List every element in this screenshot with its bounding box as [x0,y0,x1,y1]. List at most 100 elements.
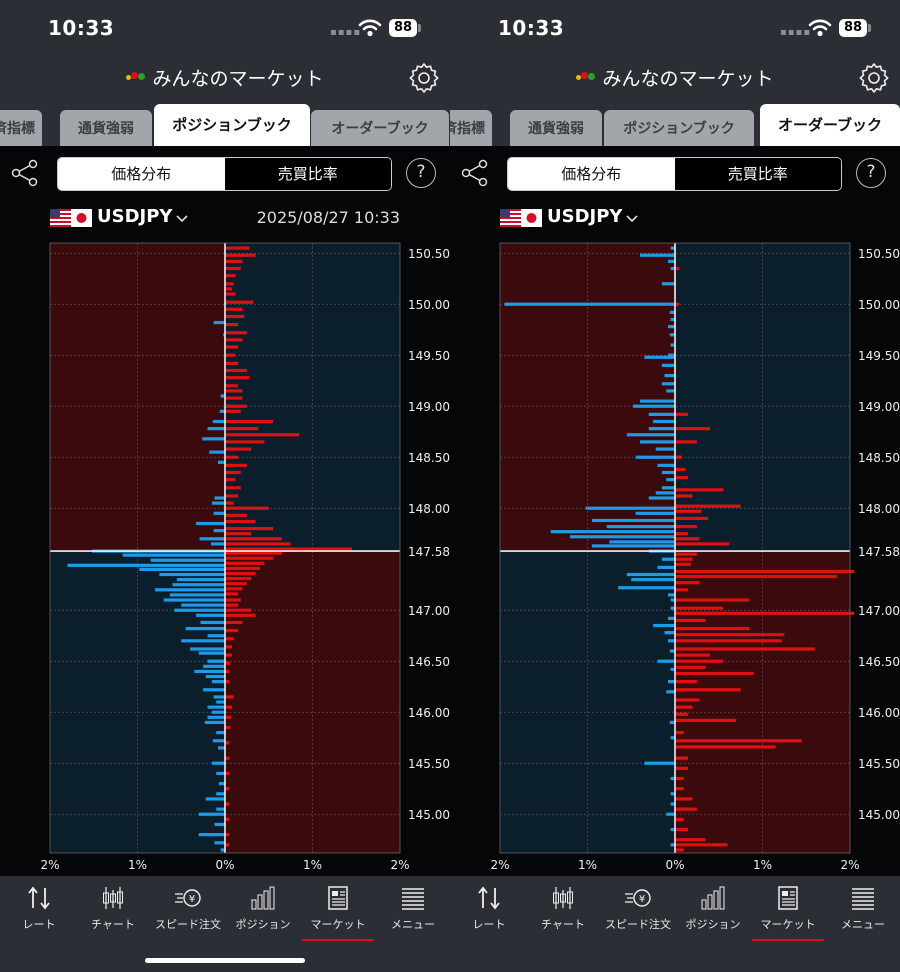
buy-bar [648,412,675,416]
nav-candlestick[interactable]: チャート [75,884,151,944]
segment-price-distribution[interactable]: 価格分布 [508,158,675,190]
battery-cap [418,24,421,32]
rate-arrows-icon [451,884,527,914]
x-tick-label: 0% [665,858,684,871]
view-segment-control: 価格分布 売買比率 [57,157,392,191]
settings-gear-icon[interactable] [407,61,441,95]
buy-bar [213,695,225,699]
sell-bar [225,756,230,760]
sell-bar [225,817,230,821]
sell-bar [675,611,855,615]
app-logo-icon [576,72,596,82]
y-tick-label: 149.00 [858,400,900,414]
y-tick-label: 146.00 [858,706,900,720]
buy-bar [653,623,675,628]
view-segment-control: 価格分布 売買比率 [507,157,842,191]
tab-0[interactable]: 済指標 [450,110,492,146]
segment-buy-sell-ratio[interactable]: 売買比率 [674,158,841,190]
x-tick-label: 1% [753,858,772,871]
sell-bar [675,797,693,801]
settings-gear-icon[interactable] [857,61,891,95]
buy-bar [661,282,675,286]
buy-bar [214,496,225,500]
sell-bar [225,486,241,490]
nav-label: チャート [91,918,135,931]
buy-bar [609,540,675,544]
nav-market-news[interactable]: マーケット [750,884,826,944]
sell-bar [225,629,239,633]
buy-bar [223,333,225,337]
sell-bar [225,463,247,467]
app-title-text: みんなのマーケット [152,68,324,90]
buy-bar [669,720,675,725]
buy-bar [211,542,225,546]
sell-bar [225,582,247,586]
sell-bar [675,838,706,842]
sell-bar [675,739,802,743]
usd-jpy-flag-icon[interactable] [500,209,542,227]
sell-bar [675,647,815,651]
sell-bar [225,603,239,607]
usd-jpy-flag-icon[interactable] [50,209,92,227]
share-icon[interactable] [10,158,40,188]
currency-pair[interactable]: USDJPY [97,206,173,227]
home-indicator[interactable] [145,958,305,963]
tab-1[interactable]: 通貨強弱 [510,110,602,146]
nav-speed-order[interactable]: ¥ スピード注文 [150,884,226,944]
buy-bar [655,447,675,451]
tab-2[interactable]: ポジションブック [154,104,310,146]
chevron-down-icon[interactable] [175,212,189,226]
nav-market-news[interactable]: マーケット [300,884,376,944]
sell-bar [675,698,700,702]
sell-bar [675,680,697,684]
sell-bar [225,680,230,684]
position-bars-icon [675,884,751,914]
buy-bar [657,659,675,663]
nav-label: マーケット [760,918,816,931]
sell-bar [225,440,265,444]
help-button[interactable]: ? [406,158,436,188]
chart-frame [499,242,851,854]
sell-bar [225,547,352,551]
sell-bar [225,427,259,431]
nav-menu-lines[interactable]: メニュー [825,884,900,944]
buy-bar [626,572,675,577]
buy-bar [219,409,225,413]
tab-3[interactable]: オーダーブック [760,104,900,146]
nav-rate-arrows[interactable]: レート [1,884,77,944]
nav-label: ポジション [685,918,741,931]
nav-position-bars[interactable]: ポジション [675,884,751,944]
sell-bar [675,467,686,472]
buy-bar [216,700,225,704]
nav-position-bars[interactable]: ポジション [225,884,301,944]
sell-bar [225,455,239,459]
book-chart-svg: 150.50 150.00 149.50 149.00 148.50 148.00 147.… [490,242,900,872]
nav-menu-lines[interactable]: メニュー [375,884,450,944]
y-tick-label: 149.00 [408,400,450,414]
sell-bar [225,433,300,437]
nav-candlestick[interactable]: チャート [525,884,601,944]
help-button[interactable]: ? [856,158,886,188]
buy-bar [661,486,675,490]
buy-bar [618,586,675,590]
share-icon[interactable] [460,158,490,188]
nav-rate-arrows[interactable]: レート [451,884,527,944]
buy-bar [661,470,675,475]
currency-pair[interactable]: USDJPY [547,206,623,227]
nav-label: メニュー [841,918,885,931]
tab-3[interactable]: オーダーブック [311,110,449,146]
buy-bar [504,302,675,306]
buy-bar [570,535,675,539]
buy-bar [669,333,675,337]
buy-bar [668,639,675,643]
tab-1[interactable]: 通貨強弱 [60,110,152,146]
tab-2[interactable]: ポジションブック [604,110,754,146]
tab-0[interactable]: 済指標 [0,110,42,146]
segment-price-distribution[interactable]: 価格分布 [58,158,225,190]
nav-speed-order[interactable]: ¥ スピード注文 [600,884,676,944]
sell-bar [675,476,689,480]
segment-buy-sell-ratio[interactable]: 売買比率 [224,158,391,190]
chevron-down-icon[interactable] [625,212,639,226]
sell-bar [225,637,234,641]
buy-bar [640,440,675,444]
